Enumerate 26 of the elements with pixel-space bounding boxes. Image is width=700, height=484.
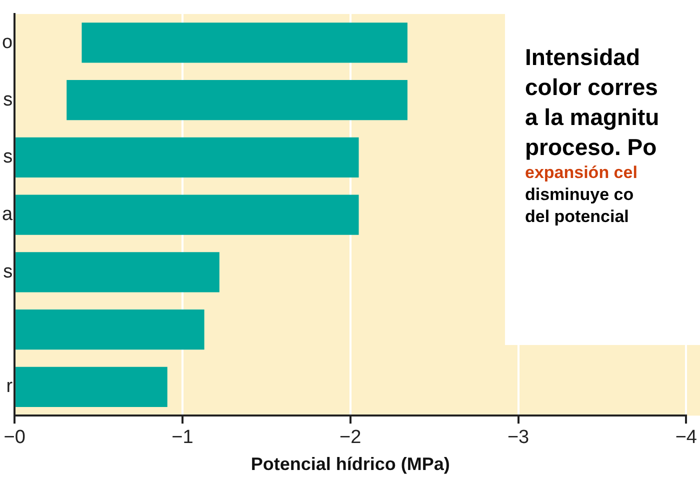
y-tick-label: s [3, 146, 13, 168]
bar [16, 137, 359, 178]
x-tick-label: −1 [172, 427, 194, 448]
annotation: proceso. Po [525, 133, 658, 162]
y-tick-label: r [6, 376, 14, 398]
bar [66, 80, 408, 120]
bar [16, 366, 168, 407]
x-tick-label: −2 [340, 427, 362, 448]
y-tick-label: a [2, 204, 13, 226]
annotation: a la magnitu [525, 103, 660, 132]
bar [16, 194, 359, 235]
annotation: del potencial [525, 206, 630, 228]
annotation: Intensidad [525, 43, 642, 72]
y-tick-label: s [3, 261, 13, 282]
bar [16, 309, 204, 350]
x-tick-label: −3 [507, 427, 530, 448]
x-tick-label: −4 [675, 427, 698, 448]
annotation: expansión cel [525, 162, 638, 184]
x-tick-label: −0 [4, 427, 26, 448]
bar [82, 22, 408, 63]
annotation: disminuye co [525, 184, 635, 206]
y-tick-label: s [3, 89, 13, 110]
y-tick-label: o [2, 32, 13, 53]
annotation: color corres [525, 73, 659, 102]
bar [16, 252, 220, 292]
x-axis-title: Potencial hídrico (MPa) [250, 454, 450, 474]
